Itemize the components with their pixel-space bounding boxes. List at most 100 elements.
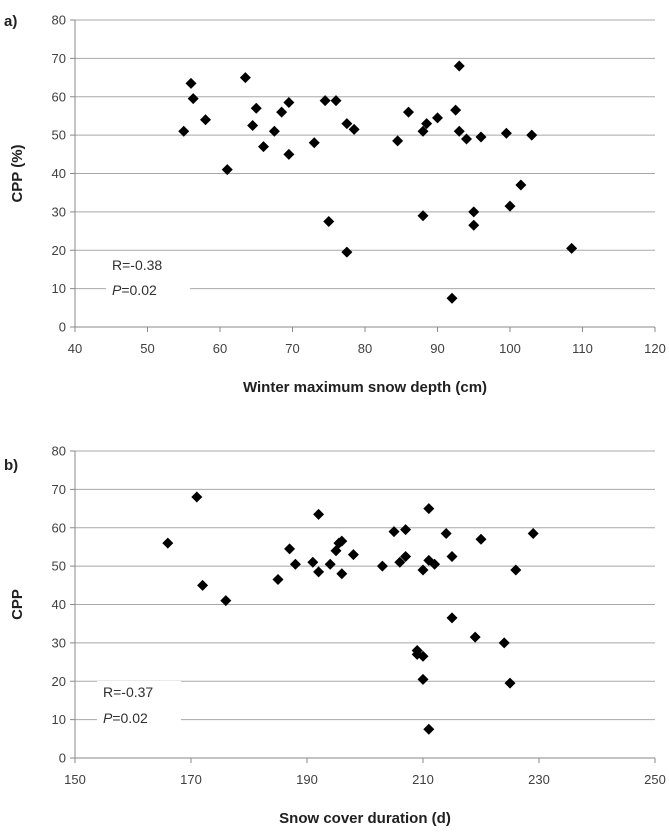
data-point (319, 95, 331, 107)
x-tick-label: 100 (499, 341, 521, 356)
p-symbol: P (112, 282, 122, 298)
x-tick-label: 170 (180, 772, 202, 787)
p-symbol: P (103, 710, 113, 726)
data-point (429, 558, 441, 570)
y-tick-label: 80 (52, 444, 66, 459)
p-value-text: P=0.02 (103, 710, 148, 726)
panel-a-chart: 0 10 20 30 40 50 60 70 80 40 50 60 70 80 90 100 110 120 Wi… (4, 13, 666, 397)
data-point (162, 537, 174, 549)
data-point (515, 179, 527, 191)
y-tick-label: 40 (52, 597, 66, 612)
data-point (308, 137, 320, 149)
x-tick-label: 40 (68, 341, 82, 356)
data-point (276, 106, 288, 118)
y-tick-label: 70 (52, 482, 66, 497)
data-point (313, 508, 325, 520)
data-point (392, 135, 404, 147)
data-point (313, 566, 325, 578)
data-point (324, 558, 336, 570)
data-point (284, 543, 296, 555)
data-point (417, 673, 429, 685)
data-point (185, 77, 197, 89)
data-point (187, 93, 199, 105)
data-point (527, 528, 539, 540)
panel-b-chart: 0 10 20 30 40 50 60 70 80 150 170 190 210 230 250 Snow … (4, 444, 666, 828)
y-tick-label: 30 (52, 204, 66, 219)
y-tick-label: 50 (52, 559, 66, 574)
y-tick-label: 0 (59, 320, 66, 335)
data-point (403, 106, 414, 118)
data-point (446, 292, 458, 304)
data-point (566, 242, 578, 254)
annotation-background (97, 681, 181, 733)
data-point (336, 568, 348, 580)
data-point (307, 556, 319, 568)
y-axis-title: CPP (%) (9, 144, 26, 202)
y-tick-label: 60 (52, 89, 66, 104)
x-tick-label: 210 (412, 772, 434, 787)
x-tick-label: 80 (358, 341, 372, 356)
data-point (341, 246, 353, 258)
data-point (178, 125, 190, 137)
data-point (526, 129, 538, 141)
data-point (336, 535, 348, 547)
x-tick-label: 60 (213, 341, 227, 356)
data-point (446, 612, 458, 624)
x-tick-label: 150 (64, 772, 86, 787)
x-tick-label: 50 (140, 341, 154, 356)
data-point (268, 125, 280, 137)
y-tick-label: 10 (52, 281, 66, 296)
data-point (440, 528, 452, 540)
data-point (417, 564, 429, 576)
data-point (330, 95, 342, 107)
data-point (388, 526, 400, 538)
data-point (423, 503, 435, 515)
data-point (341, 118, 353, 130)
data-point (510, 564, 522, 576)
data-point (191, 491, 203, 503)
data-point (504, 677, 516, 689)
data-point (461, 133, 472, 145)
data-point (450, 104, 462, 116)
y-tick-label: 70 (52, 51, 66, 66)
data-point (400, 524, 412, 536)
data-point (423, 723, 435, 735)
y-tick-label: 40 (52, 166, 66, 181)
data-point (197, 579, 209, 591)
data-point (220, 595, 232, 607)
y-axis-title: CPP (9, 589, 26, 620)
data-point (323, 215, 335, 227)
data-point (221, 164, 233, 176)
data-point (421, 118, 433, 130)
x-axis-title: Winter maximum snow depth (cm) (243, 379, 487, 396)
data-point (468, 219, 480, 231)
panel-label: b) (4, 457, 18, 474)
data-point (283, 148, 295, 160)
x-tick-label: 70 (285, 341, 299, 356)
data-point (394, 556, 406, 568)
x-tick-label: 90 (430, 341, 444, 356)
x-tick-label: 120 (644, 341, 666, 356)
data-point (348, 123, 360, 135)
y-tick-label: 30 (52, 635, 66, 650)
p-value-text: P=0.02 (112, 282, 157, 298)
panel-label: a) (4, 13, 17, 30)
data-point (500, 127, 512, 139)
data-point (468, 206, 480, 218)
data-point (250, 102, 262, 114)
data-point (200, 114, 211, 126)
y-tick-label: 20 (52, 243, 66, 258)
data-point (475, 131, 487, 143)
data-point (347, 549, 359, 561)
correlation-r-text: R=-0.37 (103, 684, 153, 700)
data-point (453, 60, 465, 72)
y-tick-label: 10 (52, 712, 66, 727)
data-point (376, 560, 388, 572)
data-point (417, 210, 429, 222)
x-axis-title: Snow cover duration (d) (279, 810, 451, 827)
p-value: =0.02 (112, 710, 148, 726)
y-tick-label: 60 (52, 520, 66, 535)
data-point (453, 125, 465, 137)
data-point (446, 551, 458, 563)
